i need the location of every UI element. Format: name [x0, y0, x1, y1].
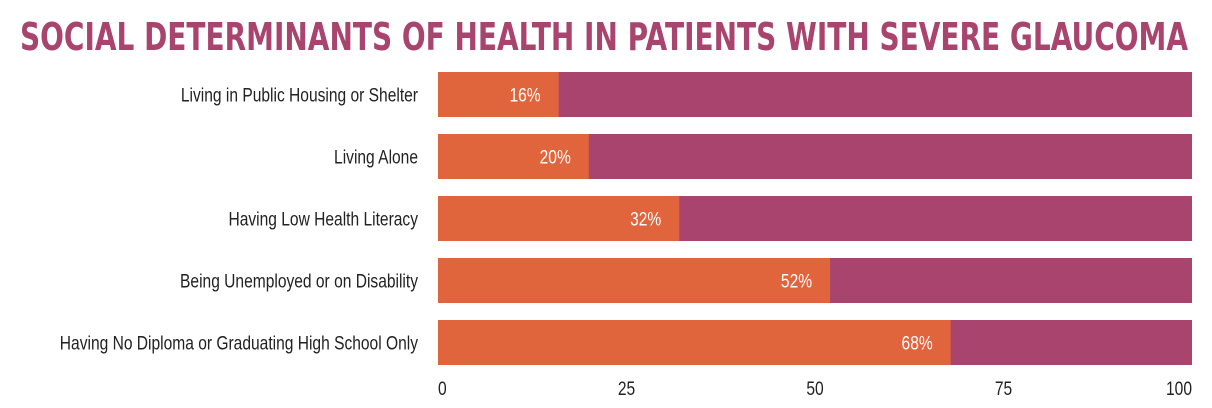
- category-label: Living in Public Housing or Shelter: [181, 84, 418, 106]
- x-tick-label: 0: [438, 378, 447, 400]
- x-tick-label: 100: [1166, 378, 1192, 400]
- category-label: Having No Diploma or Graduating High Sch…: [60, 332, 418, 354]
- category-label: Being Unemployed or on Disability: [180, 270, 418, 292]
- bar-value: [438, 258, 831, 303]
- x-tick-label: 75: [995, 378, 1012, 400]
- bar-value: [438, 134, 589, 179]
- data-label: 20%: [540, 146, 571, 168]
- data-label: 52%: [781, 270, 812, 292]
- data-label: 68%: [902, 332, 933, 354]
- chart-title: SOCIAL DETERMINANTS OF HEALTH IN PATIENT…: [20, 15, 1188, 59]
- data-label: 32%: [630, 208, 661, 230]
- bar-remainder: [438, 72, 1192, 117]
- x-tick-label: 25: [618, 378, 635, 400]
- category-label: Having Low Health Literacy: [228, 208, 418, 230]
- bar-value: [438, 196, 680, 241]
- data-label: 16%: [509, 84, 540, 106]
- bar-value: [438, 320, 951, 365]
- x-tick-label: 50: [806, 378, 823, 400]
- category-label: Living Alone: [334, 146, 418, 168]
- bar-value: [438, 72, 559, 117]
